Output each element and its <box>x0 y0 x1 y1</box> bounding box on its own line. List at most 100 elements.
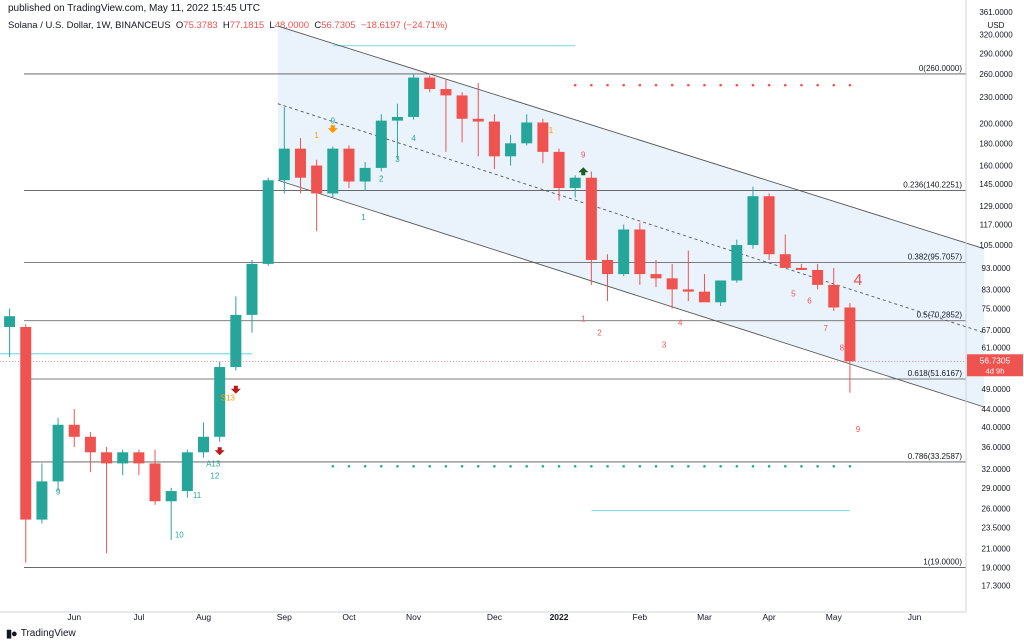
dotted-level-dot <box>800 464 803 468</box>
sequential-count-label: 2 <box>379 175 384 184</box>
dotted-level-dot <box>816 464 819 468</box>
y-tick-label: 200.0000 <box>979 119 1013 128</box>
fib-label-0.382: 0.382(95.7057) <box>908 252 963 261</box>
dotted-level-dot <box>590 464 593 468</box>
dotted-level-dot <box>703 83 706 87</box>
candle-body <box>828 284 840 308</box>
candle-body <box>311 165 323 194</box>
fib-label-0.236: 0.236(140.2251) <box>903 180 962 189</box>
candle-body <box>262 180 274 264</box>
dotted-level-dot <box>379 464 383 468</box>
sequential-count-label: 12 <box>210 471 219 480</box>
dotted-level-dot <box>783 464 787 468</box>
dotted-level-dot <box>493 464 496 468</box>
sequential-count-label: 8 <box>840 344 845 353</box>
dotted-level-dot <box>719 464 722 468</box>
x-tick-label: Dec <box>487 612 503 622</box>
sequential-count-label: 9 <box>856 425 861 434</box>
dotted-level-dot <box>606 83 609 87</box>
y-tick-label: 49.0000 <box>982 385 1011 394</box>
x-tick-label: Feb <box>633 612 648 622</box>
dotted-level-dot <box>735 83 739 87</box>
dotted-level-dot <box>638 464 642 468</box>
sequential-count-label: 9 <box>56 487 61 496</box>
sequential-count-label: 10 <box>175 530 184 539</box>
dotted-level-dot <box>735 464 739 468</box>
candle-body <box>585 177 597 260</box>
low-value: 48.0000 <box>274 20 310 31</box>
sequential-count-label: 1 <box>361 213 366 222</box>
countdown-label: 4d 9h <box>986 366 1005 375</box>
candle-body <box>408 77 420 117</box>
y-tick-label: 26.0000 <box>982 504 1011 513</box>
dotted-level-dot <box>832 464 836 468</box>
candle-body <box>343 148 355 182</box>
y-tick-label: 36.0000 <box>982 443 1011 452</box>
dotted-level-dot <box>703 464 706 468</box>
close-value: 56.7305 <box>321 20 356 31</box>
x-tick-label: Jun <box>908 612 922 622</box>
x-tick-label: Nov <box>406 612 422 622</box>
arrow-up-icon <box>578 167 589 176</box>
sequential-count-label: 4 <box>854 272 863 289</box>
dotted-level-dot <box>347 464 351 468</box>
candle-body <box>472 118 484 122</box>
candle-body <box>537 122 549 152</box>
sequential-count-label: 11 <box>193 491 202 500</box>
candle-body <box>391 116 403 121</box>
y-tick-label: 61.0000 <box>982 343 1011 352</box>
candle-body <box>488 121 500 157</box>
y-tick-label: 160.0000 <box>979 162 1013 171</box>
dotted-level-dot <box>654 83 658 87</box>
sequential-count-label: 6 <box>807 297 812 306</box>
candle-body <box>521 122 533 144</box>
candle-body <box>634 229 646 275</box>
candle-body <box>505 143 517 157</box>
y-tick-label: 29.0000 <box>982 484 1011 493</box>
dotted-level-dot <box>396 464 399 468</box>
dotted-level-dot <box>622 464 625 468</box>
candle-body <box>230 314 242 368</box>
dotted-level-dot <box>654 464 658 468</box>
channel-lower-line <box>277 179 985 408</box>
tradingview-logo-icon: ▮● <box>6 628 18 640</box>
candle-body <box>812 269 824 285</box>
sequential-count-label: 5 <box>791 289 796 298</box>
y-tick-label: 320.0000 <box>979 31 1013 40</box>
candle-body <box>747 196 759 246</box>
candle-body <box>456 95 468 119</box>
dotted-level-dot <box>573 83 577 87</box>
y-tick-label: 83.0000 <box>982 285 1011 294</box>
sequential-count-label: A13 <box>206 459 221 468</box>
y-tick-label: 75.0000 <box>982 304 1011 313</box>
fib-label-0.786: 0.786(33.2587) <box>908 452 963 461</box>
x-tick-label: Sep <box>277 612 292 622</box>
dotted-level-dot <box>687 464 690 468</box>
candle-body <box>149 463 161 502</box>
candle-body <box>763 196 775 255</box>
x-tick-label: Mar <box>697 612 712 622</box>
dotted-level-dot <box>622 83 625 87</box>
candle-body <box>101 452 113 464</box>
dotted-level-dot <box>848 464 852 468</box>
sequential-count-label: 9 <box>581 150 586 159</box>
dotted-level-dot <box>541 464 545 468</box>
channel-mid-line <box>277 103 985 334</box>
dotted-level-dot <box>670 464 674 468</box>
x-tick-label: Apr <box>763 612 776 622</box>
symbol-name: Solana / U.S. Dollar, 1W, BINANCEUS <box>8 20 171 31</box>
sequential-count-label: 2 <box>597 329 602 338</box>
fib-label-0.618: 0.618(51.6167) <box>908 369 963 378</box>
dotted-level-dot <box>590 83 593 87</box>
dotted-level-dot <box>687 83 690 87</box>
candle-body <box>165 491 177 502</box>
y-tick-label: 19.0000 <box>982 564 1011 573</box>
candle-body <box>375 120 387 168</box>
sequential-count-label: 1 <box>549 126 554 135</box>
open-value: 75.3783 <box>183 20 218 31</box>
dotted-level-dot <box>719 83 722 87</box>
sequential-count-label: 4 <box>411 134 416 143</box>
candle-body <box>181 452 193 492</box>
dotted-level-dot <box>606 464 609 468</box>
